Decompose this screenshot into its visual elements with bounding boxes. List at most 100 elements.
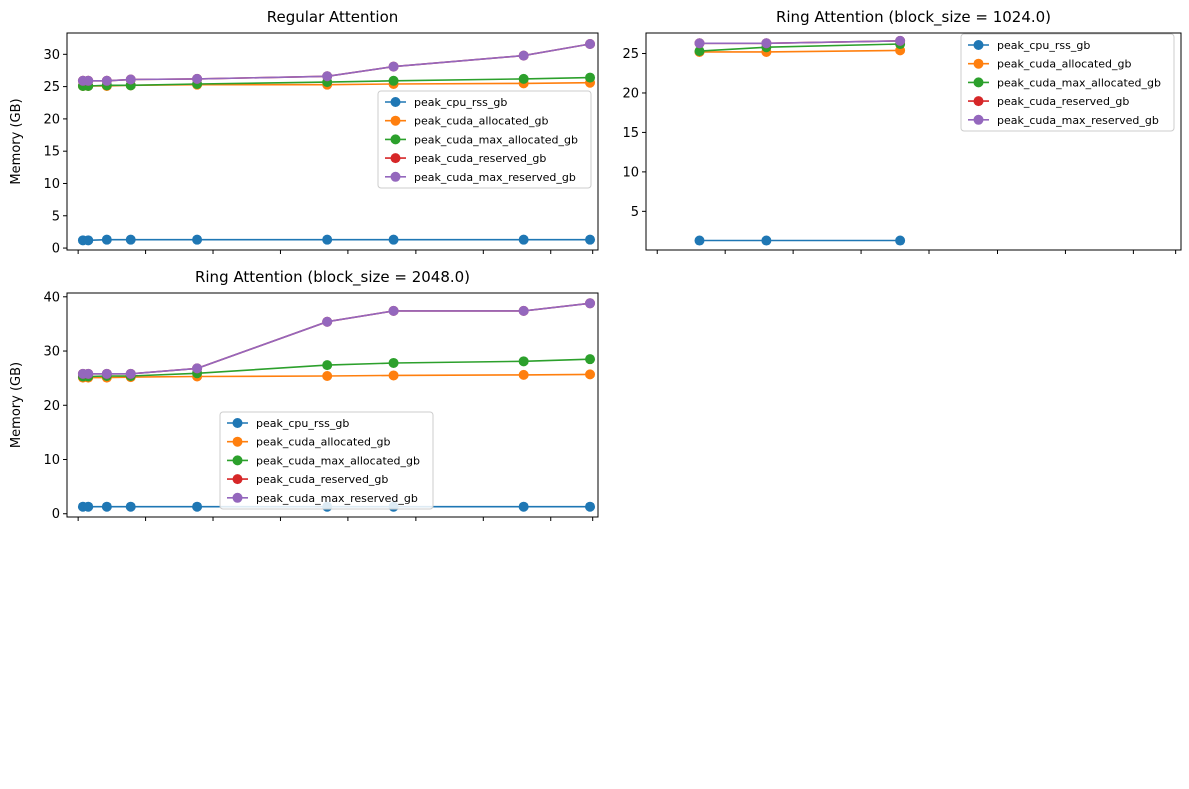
chart-title: Ring Attention (block_size = 1024.0) xyxy=(776,8,1051,27)
series-line-peak_cuda_allocated_gb xyxy=(699,49,901,53)
y-tick-label: 20 xyxy=(622,86,639,101)
legend-marker xyxy=(973,77,984,88)
legend-box xyxy=(219,411,434,510)
data-point xyxy=(83,501,94,512)
data-point xyxy=(694,38,705,49)
chart-panel-2: Ring Attention (block_size = 1024.0) 5 10 1… xyxy=(622,8,1182,254)
data-point xyxy=(83,235,94,246)
data-point xyxy=(125,74,136,85)
series-line-peak_cuda_max_reserved_gb xyxy=(82,302,591,375)
legend-entry: peak_cuda_max_reserved_gb xyxy=(256,492,418,505)
axes-frame xyxy=(645,32,1182,251)
y-axis-label: Memory (GB) xyxy=(9,98,24,184)
series-line-peak_cpu_rss_gb xyxy=(82,238,590,242)
axes-frame xyxy=(66,292,599,518)
legend-marker xyxy=(232,474,243,485)
legend-marker xyxy=(973,40,984,50)
legend-marker xyxy=(390,153,401,164)
chart-panel-1: Regular Attention Memory (GB) 0 5 10 15 20 25 30… xyxy=(9,8,599,257)
y-axis-label: Memory (GB) xyxy=(9,362,24,448)
data-point xyxy=(322,360,333,371)
data-point xyxy=(388,75,399,86)
data-point xyxy=(125,234,136,245)
legend-marker xyxy=(232,436,243,447)
data-point xyxy=(388,61,399,72)
data-point xyxy=(518,369,529,380)
legend-entry: peak_cuda_allocated_gb xyxy=(256,436,391,449)
legend: peak_cpu_rss_gb peak_cuda_allocated_gbpea… xyxy=(219,411,434,510)
legend-entry: peak_cpu_rss_gb xyxy=(414,96,507,109)
data-point xyxy=(518,356,529,367)
data-point xyxy=(388,370,399,381)
legend-marker xyxy=(390,97,401,107)
y-tick-label: 15 xyxy=(622,126,639,141)
data-point xyxy=(694,235,705,246)
legend: peak_cpu_rss_gb peak_cuda_allocated_gbpea… xyxy=(960,33,1175,132)
axes-frame xyxy=(66,32,599,251)
chart-title: Regular Attention xyxy=(267,8,399,26)
legend-entry: peak_cpu_rss_gb xyxy=(997,39,1090,52)
data-point xyxy=(518,234,529,245)
data-point xyxy=(585,38,596,49)
legend: peak_cpu_rss_gb peak_cuda_allocated_gbpea… xyxy=(377,90,592,189)
legend-marker xyxy=(232,492,243,503)
legend-marker xyxy=(973,58,984,69)
legend-box xyxy=(960,33,1175,132)
legend-marker xyxy=(390,171,401,182)
data-point xyxy=(585,234,596,245)
data-point xyxy=(895,35,906,46)
y-tick-label: 25 xyxy=(43,80,60,95)
data-point xyxy=(585,501,596,512)
data-point xyxy=(192,501,203,512)
data-point xyxy=(101,75,112,86)
data-point xyxy=(585,369,596,380)
legend-entry: peak_cuda_reserved_gb xyxy=(414,152,546,165)
y-tick-label: 5 xyxy=(631,205,639,220)
data-point xyxy=(761,235,772,246)
legend-marker xyxy=(390,115,401,126)
legend-entry: peak_cuda_allocated_gb xyxy=(414,115,549,128)
legend-marker xyxy=(973,96,984,107)
data-point xyxy=(518,501,529,512)
legend-entry: peak_cuda_max_allocated_gb xyxy=(414,133,578,146)
y-tick-label: 0 xyxy=(52,507,60,522)
data-point xyxy=(761,38,772,49)
y-tick-label: 5 xyxy=(52,209,60,224)
legend-entry: peak_cuda_max_reserved_gb xyxy=(414,171,576,184)
legend-entry: peak_cuda_max_reserved_gb xyxy=(997,114,1159,127)
chart-title: Ring Attention (block_size = 2048.0) xyxy=(195,268,470,287)
data-point xyxy=(83,75,94,86)
y-tick-label: 0 xyxy=(52,242,60,257)
y-tick-label: 20 xyxy=(43,112,60,127)
data-point xyxy=(322,234,333,245)
data-point xyxy=(895,235,906,246)
data-point xyxy=(192,234,203,245)
data-point xyxy=(322,71,333,82)
data-point xyxy=(101,501,112,512)
data-point xyxy=(585,298,596,309)
data-point xyxy=(322,370,333,381)
y-tick-label: 10 xyxy=(622,165,639,180)
data-point xyxy=(585,72,596,83)
legend-entry: peak_cuda_allocated_gb xyxy=(997,58,1132,71)
data-point xyxy=(585,354,596,365)
legend-entry: peak_cuda_reserved_gb xyxy=(256,473,388,486)
data-point xyxy=(388,357,399,368)
legend-box xyxy=(377,90,592,189)
data-point xyxy=(125,501,136,512)
data-point xyxy=(322,316,333,327)
data-point xyxy=(518,73,529,84)
data-point xyxy=(388,234,399,245)
series-line-peak_cuda_max_reserved_gb xyxy=(699,40,901,45)
y-tick-label: 15 xyxy=(43,145,60,160)
legend-entry: peak_cpu_rss_gb xyxy=(256,417,349,430)
legend-entry: peak_cuda_max_allocated_gb xyxy=(997,76,1161,89)
y-tick-label: 10 xyxy=(43,177,60,192)
legend-marker xyxy=(390,134,401,145)
series-line-peak_cuda_reserved_gb xyxy=(82,302,591,375)
y-tick-label: 30 xyxy=(43,345,60,360)
legend-marker xyxy=(232,455,243,466)
y-tick-label: 20 xyxy=(43,399,60,414)
chart-panel-3: Ring Attention (block_size = 2048.0) Memo… xyxy=(9,268,599,522)
